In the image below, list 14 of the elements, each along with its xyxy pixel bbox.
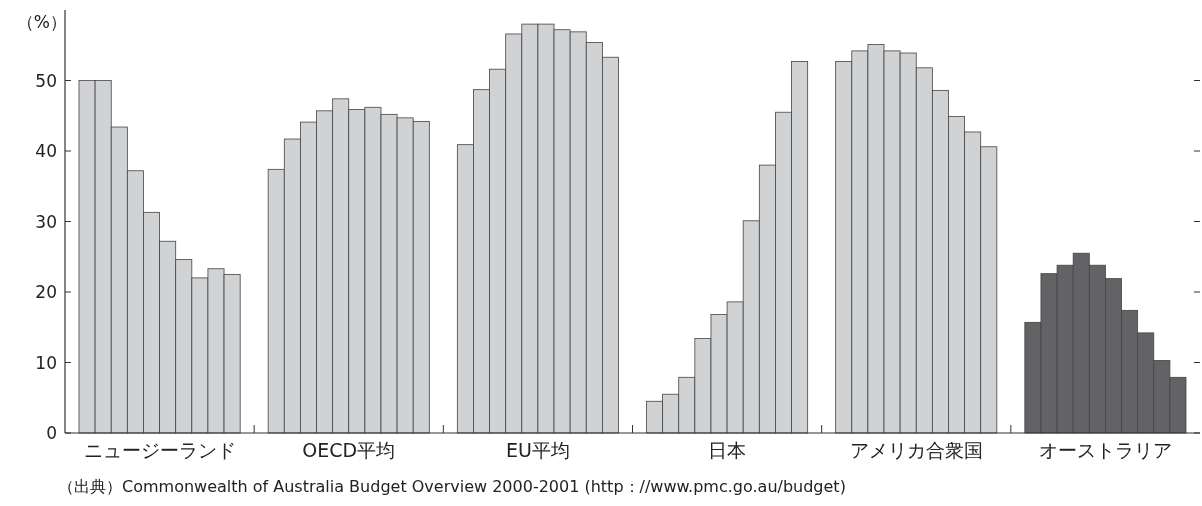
x-tick-label: オーストラリア — [1038, 439, 1172, 461]
x-tick-label: アメリカ合衆国 — [849, 439, 983, 461]
x-tick-label: ニュージーランド — [83, 439, 236, 461]
text: （出典）Commonwealth of Australia Budget Overview 2000-2001 (http：//www.pmc.go.au/budget) — [58, 477, 846, 496]
y-tick-label: 30 — [35, 211, 57, 232]
y-tick-label: 10 — [35, 352, 57, 373]
x-tick-label: OECD平均 — [302, 439, 396, 461]
x-tick-label: EU平均 — [505, 439, 570, 461]
y-tick-label: 50 — [35, 70, 57, 91]
y-tick-label: 20 — [35, 282, 57, 302]
y-axis-title: （%） — [16, 12, 67, 32]
y-tick-label: 0 — [46, 423, 57, 443]
x-tick-label: 日本 — [708, 439, 747, 461]
y-tick-label: 40 — [35, 141, 57, 161]
